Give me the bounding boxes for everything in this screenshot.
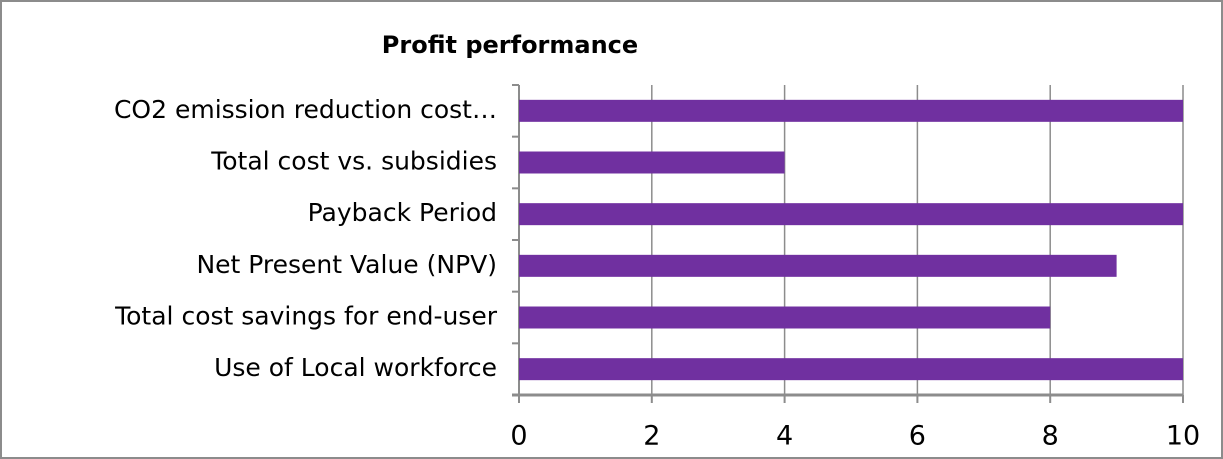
x-tick-label: 10 <box>1166 421 1200 452</box>
y-tick-label: Net Present Value (NPV) <box>196 250 497 279</box>
y-tick-label: Payback Period <box>308 198 497 227</box>
y-tick-label: CO2 emission reduction cost… <box>114 95 497 124</box>
y-tick-label: Total cost savings for end-user <box>114 302 498 331</box>
y-tick-label: Total cost vs. subsidies <box>210 147 497 176</box>
bar <box>519 306 1051 329</box>
bar <box>519 358 1183 381</box>
x-tick-label: 6 <box>909 421 926 452</box>
x-tick-label: 4 <box>776 421 793 452</box>
y-tick-label: Use of Local workforce <box>214 353 497 382</box>
bar <box>519 254 1117 277</box>
bar <box>519 151 785 174</box>
x-tick-label: 0 <box>510 421 527 452</box>
bar <box>519 99 1183 122</box>
chart-title: Profit performance <box>382 31 638 59</box>
x-tick-label: 8 <box>1042 421 1059 452</box>
bar <box>519 203 1183 226</box>
x-tick-label: 2 <box>643 421 660 452</box>
